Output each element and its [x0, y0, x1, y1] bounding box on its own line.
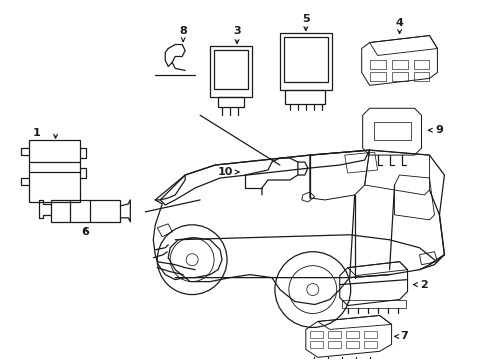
- Bar: [413, 60, 428, 69]
- Bar: [309, 341, 322, 348]
- Bar: [214, 50, 247, 89]
- Text: 4: 4: [395, 18, 403, 28]
- Text: 2: 2: [420, 280, 427, 289]
- Bar: [279, 32, 331, 90]
- Bar: [345, 341, 358, 348]
- Text: 5: 5: [302, 14, 309, 24]
- Bar: [309, 332, 322, 338]
- Bar: [210, 45, 251, 97]
- Bar: [363, 341, 376, 348]
- Bar: [391, 60, 407, 69]
- Text: 6: 6: [81, 227, 89, 237]
- Bar: [345, 332, 358, 338]
- Bar: [29, 140, 81, 202]
- Bar: [218, 97, 244, 107]
- Bar: [50, 200, 120, 222]
- Text: 3: 3: [233, 26, 241, 36]
- Bar: [369, 72, 385, 81]
- Text: 9: 9: [435, 125, 443, 135]
- Bar: [285, 90, 324, 104]
- Bar: [327, 341, 340, 348]
- Text: 8: 8: [179, 26, 187, 36]
- Bar: [391, 72, 407, 81]
- Bar: [284, 37, 327, 82]
- Text: 10: 10: [217, 167, 232, 177]
- Bar: [363, 332, 376, 338]
- Text: 1: 1: [33, 128, 41, 138]
- Bar: [341, 300, 405, 307]
- Bar: [413, 72, 428, 81]
- Text: 7: 7: [400, 332, 407, 341]
- Bar: [369, 60, 385, 69]
- Bar: [327, 332, 340, 338]
